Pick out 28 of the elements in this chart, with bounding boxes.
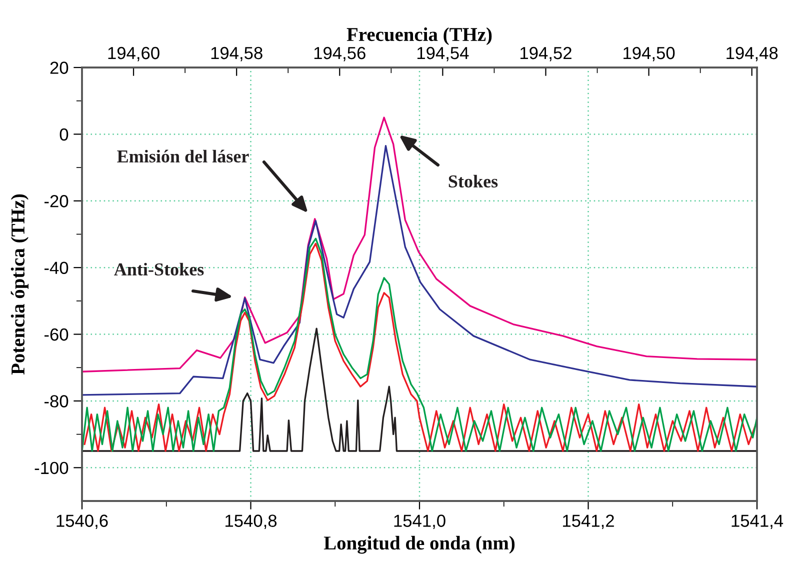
line-series (82, 328, 757, 452)
y-tick-label: -80 (44, 395, 68, 408)
x-tick-label: 1540,8 (226, 514, 277, 529)
x2-tick-label: 194,50 (624, 46, 675, 62)
x2-tick-label: 194,56 (314, 46, 366, 62)
x-tick-label: 1541,4 (732, 514, 784, 529)
x2-tick-label: 194,54 (417, 46, 469, 62)
x2-axis-title: Frecuencia (THz) (346, 27, 492, 46)
x2-tick-label: 194,58 (211, 46, 262, 62)
x2-tick-label: 194,60 (108, 46, 160, 62)
x2-tick-label: 194,48 (726, 46, 778, 62)
y-tick-label: -60 (44, 328, 68, 341)
y-tick-label: -40 (44, 262, 68, 274)
x-axis-title: Longitud de onda (nm) (324, 536, 515, 554)
x-tick-label: 1541,0 (394, 514, 446, 529)
y-tick-label: 20 (50, 62, 68, 74)
y-axis-title: Potencia óptica (THz) (10, 194, 29, 375)
annotation: Stokes (448, 174, 498, 188)
x-tick-label: 1540,6 (56, 514, 108, 529)
annotation: Anti-Stokes (114, 262, 204, 276)
y-tick-label: -100 (34, 462, 68, 474)
x-tick-label: 1541,2 (563, 514, 614, 529)
annotation: Emisión del láser (117, 150, 249, 163)
line-series (82, 116, 757, 372)
x2-tick-label: 194,52 (520, 46, 572, 62)
y-tick-label: -20 (44, 195, 68, 208)
y-tick-label: 0 (60, 128, 68, 141)
line-series (82, 145, 757, 396)
